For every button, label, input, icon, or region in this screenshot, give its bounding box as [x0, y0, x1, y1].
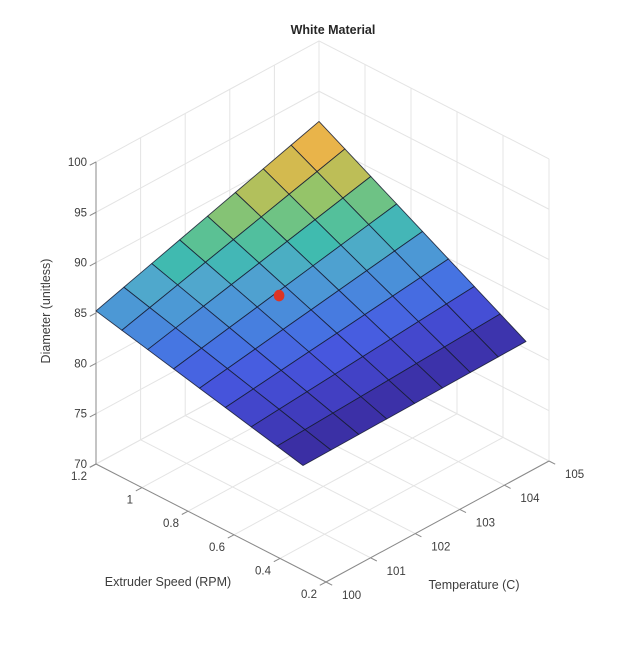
x-tick-label: 102 [431, 542, 450, 554]
z-tick-label: 70 [74, 459, 87, 471]
z-tick-mark [89, 463, 97, 468]
z-tick-label: 80 [74, 358, 87, 370]
z-tick-mark [89, 211, 97, 216]
plot-title: White Material [291, 23, 376, 37]
surface-cell [276, 429, 332, 466]
y-tick-label: 0.6 [209, 542, 225, 554]
z-tick-mark [89, 362, 97, 368]
z-tick-mark [89, 262, 97, 267]
y-tick-mark [181, 510, 189, 515]
y-tick-label: 1 [127, 495, 133, 507]
y-floor-grid-line [233, 413, 458, 536]
x-axis-label: Temperature (C) [429, 578, 520, 592]
x-floor-grid-line [184, 415, 416, 535]
y-floor-grid-line [279, 436, 504, 559]
x-tick-mark [325, 581, 333, 586]
z-tick-label: 85 [74, 308, 87, 320]
operating-point-marker [273, 289, 285, 302]
x-tick-label: 105 [565, 469, 584, 481]
x-tick-mark [459, 508, 467, 514]
x-tick-mark [548, 460, 556, 465]
x-tick-label: 100 [342, 590, 361, 602]
x-tick-label: 104 [520, 493, 540, 505]
prediction-marker-layer [273, 289, 285, 302]
y-axis-line [95, 463, 327, 583]
z-tick-label: 95 [74, 207, 87, 219]
z-tick-mark [89, 413, 97, 418]
y-tick-label: 0.4 [255, 565, 272, 577]
z-tick-label: 75 [74, 409, 87, 421]
x-tick-mark [504, 484, 511, 489]
y-tick-mark [319, 581, 327, 586]
x-axis-line [325, 460, 550, 583]
z-tick-mark [89, 161, 97, 166]
z-tick-label: 90 [74, 258, 87, 270]
y-tick-label: 0.2 [301, 589, 317, 601]
y-tick-label: 1.2 [71, 471, 87, 483]
x-tick-mark [414, 533, 422, 538]
axis-lines-layer [89, 161, 556, 586]
tick-labels-layer: 100 101 102 103 104 105 0.2 0.4 0.6 0.8 1 1.270 75 80… [68, 157, 584, 602]
x-floor-grid-line [140, 439, 371, 559]
y-axis-label: Extruder Speed (RPM) [105, 575, 231, 589]
x-tick-mark [370, 557, 378, 562]
y-tick-mark [135, 487, 143, 492]
y-tick-mark [227, 534, 235, 539]
x-tick-label: 103 [476, 517, 495, 529]
y-tick-mark [273, 557, 281, 563]
x-tick-label: 101 [387, 566, 406, 578]
z-axis-label: Diameter (unitless) [39, 259, 53, 364]
z-tick-label: 100 [68, 157, 87, 169]
z-tick-mark [89, 312, 97, 317]
surface-mesh [95, 121, 527, 466]
y-tick-label: 0.8 [163, 518, 179, 530]
